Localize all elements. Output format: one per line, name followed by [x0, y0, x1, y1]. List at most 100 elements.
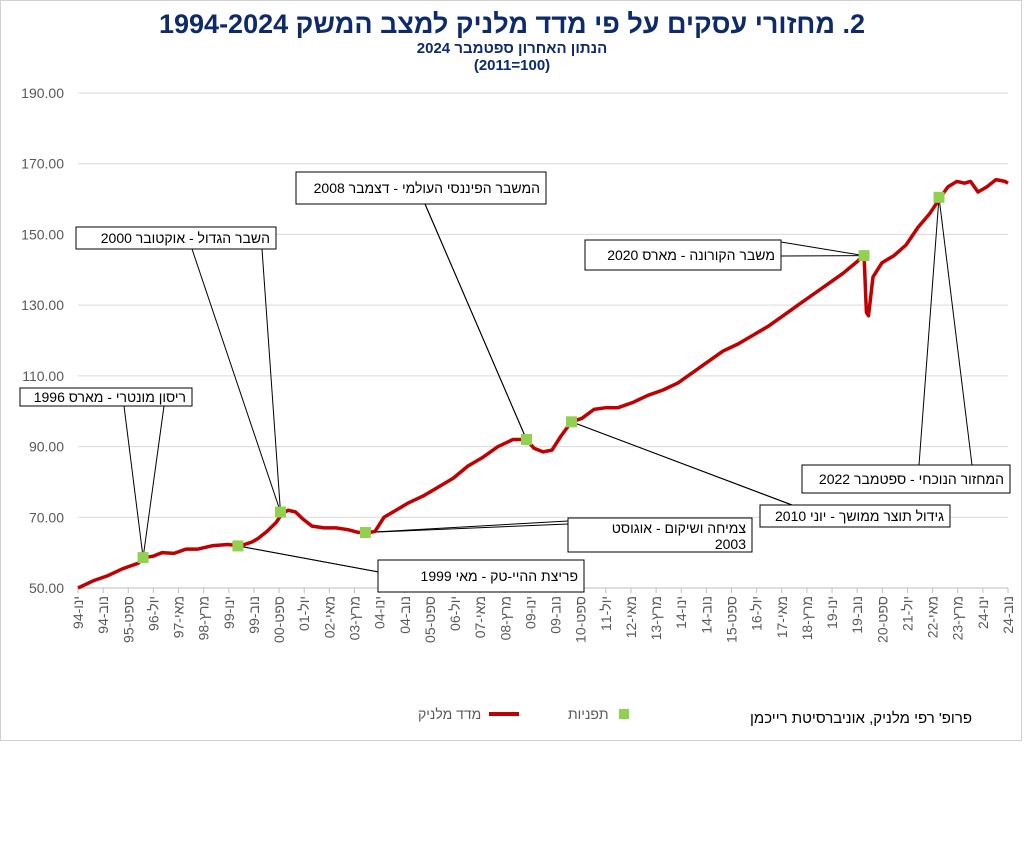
x-tick-label: יול-01	[296, 596, 312, 631]
chart-title: 2. מחזורי עסקים על פי מדד מלניק למצב המש…	[159, 9, 865, 39]
y-axis-ticks: 50.00 70.00 90.00 110.00 130.00 150.00 170.00 1…	[21, 85, 64, 596]
turning-point-marker	[137, 552, 149, 564]
x-tick-label: יול-06	[447, 596, 463, 631]
annotation-leaders	[123, 197, 973, 574]
legend-series: מדד מלניק	[418, 706, 520, 722]
annotation-label: המשבר הפיננסי העולמי - דצמבר 2008	[314, 180, 540, 196]
annotation-box	[584, 239, 782, 271]
x-tick-label: נוב-04	[397, 596, 413, 634]
annotation-leader-line	[424, 203, 527, 440]
legend-line-swatch	[489, 712, 520, 716]
x-tick-label: ינו-09	[522, 596, 538, 629]
x-tick-label: ספט-20	[874, 596, 890, 643]
annotation-leader-line	[365, 523, 569, 533]
annotation-boxes: ריסון מונטרי - מארס 1996 פריצת ההיי-טק - …	[19, 171, 1011, 593]
annotation-leader-line	[261, 248, 281, 513]
y-tick-label: 90.00	[29, 439, 64, 455]
x-axis-ticks: ינו-94 נוב-94 ספט-95 יול-96 מאי-97 מרץ-98 ינו-…	[70, 588, 1016, 643]
x-tick-label: מרץ-08	[497, 596, 513, 640]
y-tick-label: 170.00	[21, 156, 64, 172]
annotation-leader-line	[571, 421, 793, 506]
annotation-leader-line	[191, 248, 281, 513]
x-tick-label: מאי-12	[623, 596, 639, 638]
y-tick-label: 190.00	[21, 85, 64, 101]
y-tick-label: 50.00	[29, 580, 64, 596]
legend-points-label: תפניות	[568, 706, 609, 722]
turning-point-marker	[275, 506, 286, 518]
annotation-label: המחזור הנוכחי - ספטמבר 2022	[819, 471, 1004, 487]
x-tick-label: ספט-15	[724, 596, 740, 643]
x-tick-label: מרץ-23	[950, 596, 966, 640]
x-tick-label: יול-96	[145, 596, 161, 631]
y-tick-label: 70.00	[29, 509, 64, 525]
x-tick-label: מאי-97	[171, 596, 187, 638]
y-tick-label: 130.00	[21, 297, 64, 313]
turning-point-marker	[521, 434, 532, 445]
turning-point-marker	[858, 250, 870, 262]
x-tick-label: ינו-24	[975, 596, 991, 629]
annotation-label: ריסון מונטרי - מארס 1996	[34, 389, 186, 405]
chart-base-note: (100=2011)	[473, 57, 551, 74]
x-tick-label: מרץ-98	[196, 596, 212, 640]
annotation-box	[759, 504, 951, 528]
turning-point-marker	[232, 540, 244, 552]
annotation-label: גידול תוצר ממושך - יוני 2010	[775, 508, 944, 524]
annotation-label: השבר הגדול - אוקטובר 2000	[101, 230, 270, 246]
annotation-box	[801, 464, 1011, 494]
turning-point-markers	[137, 191, 945, 564]
x-tick-label: נוב-94	[95, 596, 111, 634]
x-tick-label: מאי-17	[774, 596, 790, 638]
x-tick-label: ספט-95	[120, 596, 136, 643]
title-block: 2. מחזורי עסקים על פי מדד מלניק למצב המש…	[0, 8, 1024, 74]
turning-point-marker	[933, 191, 945, 203]
x-tick-label: ספט-05	[422, 596, 438, 643]
x-tick-label: ספט-00	[271, 596, 287, 643]
annotation-label: משבר הקורונה - מארס 2020	[607, 247, 775, 263]
x-tick-label: ינו-14	[673, 596, 689, 629]
y-tick-label: 150.00	[21, 226, 64, 242]
x-tick-label: יול-11	[598, 596, 614, 631]
annotation-leader-line	[938, 197, 973, 466]
x-tick-label: מרץ-13	[648, 596, 664, 640]
annotation-box	[295, 171, 547, 205]
x-tick-label: נוב-19	[849, 596, 865, 634]
legend-series-label: מדד מלניק	[418, 706, 482, 722]
x-tick-label: ינו-19	[824, 596, 840, 629]
x-tick-label: ינו-04	[372, 596, 388, 629]
x-tick-label: נוב-99	[246, 596, 262, 634]
x-tick-label: מאי-02	[321, 596, 337, 638]
author-credit: פרופ' רפי מלניק, אוניברסיטת רייכמן	[750, 710, 972, 727]
annotation-box	[567, 517, 753, 553]
y-tick-label: 110.00	[22, 368, 64, 384]
annotation-leader-line	[123, 405, 144, 558]
annotation-label: צמיחה ושיקום - אוגוסט 2003	[612, 520, 747, 552]
chart-subtitle: הנתון האחרון ספטמבר 2024	[416, 40, 608, 57]
turning-point-marker	[359, 526, 371, 538]
legend-points: תפניות	[568, 706, 629, 722]
turning-point-marker	[566, 416, 577, 428]
annotation-label: פריצת ההיי-טק - מאי 1999	[421, 568, 578, 584]
annotation-box	[377, 559, 585, 593]
annotation-leader-line	[237, 545, 385, 574]
annotation-box	[75, 226, 277, 250]
x-tick-label: נוב-14	[698, 596, 714, 634]
series-line-melnick-index	[77, 177, 1009, 590]
x-tick-label: יול-16	[749, 596, 765, 631]
x-tick-label: נוב-24	[1000, 596, 1016, 634]
x-tick-label: נוב-09	[548, 596, 564, 634]
x-tick-label: מאי-22	[925, 596, 941, 638]
annotation-leader-line	[918, 197, 940, 466]
x-tick-label: ינו-94	[70, 596, 86, 629]
x-tick-label: מרץ-18	[799, 596, 815, 640]
x-tick-label: יול-21	[899, 596, 915, 631]
x-tick-label: מאי-07	[472, 596, 488, 638]
legend-marker-swatch	[618, 709, 629, 719]
annotation-box	[19, 387, 193, 407]
x-tick-label: מרץ-03	[346, 596, 362, 640]
chart-svg: 50.00 70.00 90.00 110.00 130.00 150.00 170.00 1…	[19, 85, 1016, 643]
chart-frame	[0, 0, 1022, 741]
annotation-leader-line	[780, 241, 865, 257]
x-tick-label: ספט-10	[573, 596, 589, 643]
annotation-leader-line	[142, 405, 165, 558]
x-tick-label: ינו-99	[221, 596, 237, 629]
